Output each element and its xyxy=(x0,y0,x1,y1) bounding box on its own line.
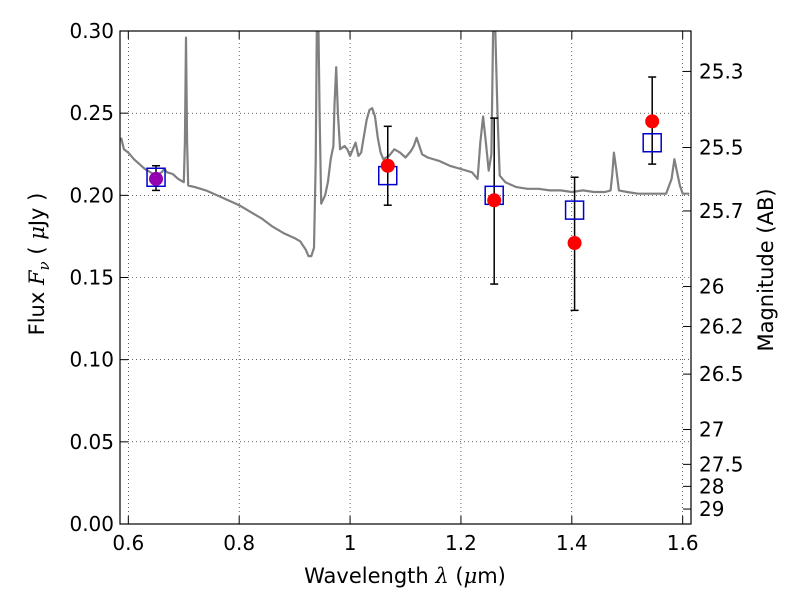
x-tick-label: 0.6 xyxy=(112,531,144,555)
y2-tick-label: 28 xyxy=(699,474,724,498)
model-spectrum-line xyxy=(120,31,690,258)
observed-photometry-point xyxy=(645,114,660,129)
y-tick-label: 0.00 xyxy=(69,512,114,536)
y-tick-label: 0.25 xyxy=(69,101,114,125)
y2-tick-label: 25.3 xyxy=(699,59,744,83)
x-tick-label: 1.2 xyxy=(445,531,477,555)
x-tick-label: 0.8 xyxy=(223,531,255,555)
observed-photometry-point xyxy=(149,171,164,186)
y2-tick-label: 26 xyxy=(699,275,724,299)
y2-tick-label: 25.5 xyxy=(699,136,744,160)
y2-tick-label: 26.2 xyxy=(699,314,744,338)
plot-series xyxy=(120,31,690,312)
observed-photometry-point xyxy=(487,193,502,208)
model-photometry-square xyxy=(642,132,662,153)
plot-frame xyxy=(119,30,692,525)
y2-tick-label: 26.5 xyxy=(699,362,744,386)
y-tick-label: 0.20 xyxy=(69,183,114,207)
model-photometry-square xyxy=(564,200,585,220)
x-tick-label: 1.6 xyxy=(667,531,699,555)
y-tick-label: 0.30 xyxy=(69,19,114,43)
y-tick-label: 0.15 xyxy=(69,266,114,290)
y2-tick-label: 25.7 xyxy=(699,199,744,223)
y2-tick-label: 27.5 xyxy=(699,452,744,476)
x-tick-label: 1 xyxy=(344,531,357,555)
x-tick-label: 1.4 xyxy=(556,531,588,555)
grid xyxy=(120,30,691,525)
y-tick-label: 0.10 xyxy=(69,348,114,372)
model-photometry-square xyxy=(146,167,166,188)
y2-tick-label: 29 xyxy=(699,497,724,521)
observed-photometry-point xyxy=(380,158,395,173)
y2-axis-label: Magnitude (AB) xyxy=(754,188,778,351)
observed-photometry-point xyxy=(567,235,582,250)
y2-tick-label: 27 xyxy=(699,418,724,442)
y-tick-label: 0.05 xyxy=(69,430,114,454)
x-axis-label: Wavelength λ (μm) xyxy=(304,564,506,588)
y-axis-label: Flux Fν ( μJy ) xyxy=(25,193,53,336)
axis-ticks: 0.6 0.8 1 1.2 1.4 1.6 0.00 0.05 0.10 0.15 0.20 0.25… xyxy=(69,19,743,555)
